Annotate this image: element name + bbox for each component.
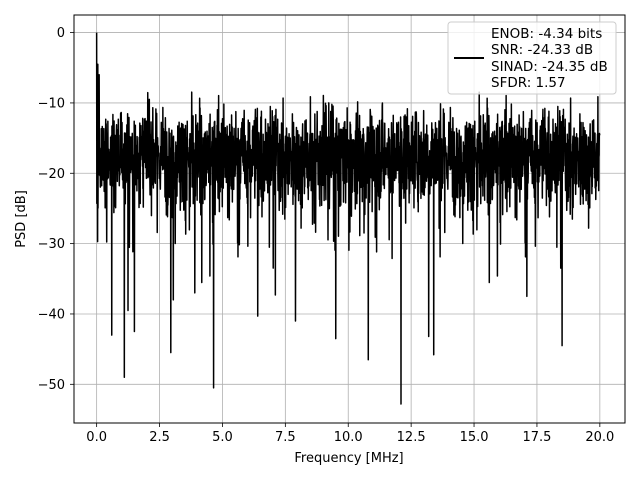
x-tick-label: 12.5 [397,430,426,445]
plot-frame [73,14,626,424]
y-axis-label: PSD [dB] [14,190,29,248]
x-tick-label: 5.0 [212,430,233,445]
psd-trace [95,32,601,405]
y-tick-label: −20 [38,167,65,182]
x-tick-label: 0.0 [86,430,107,445]
x-axis-ticks: 0.0 2.5 5.0 7.5 10.0 12.5 15.0 17.5 20.0 [86,423,614,445]
x-tick-label: 10.0 [334,430,363,445]
legend: ENOB: -4.34 bits SNR: -24.33 dB SINAD: -… [447,21,617,95]
legend-enob: ENOB: -4.34 bits [491,26,602,42]
y-tick-label: −40 [38,307,65,322]
x-tick-label: 15.0 [460,430,489,445]
psd-series-line [95,32,601,405]
y-axis-ticks: 0 −10 −20 −30 −40 −50 [38,26,74,393]
legend-sfdr: SFDR: 1.57 [491,75,566,91]
legend-sinad: SINAD: -24.35 dB [491,59,608,75]
y-tick-label: 0 [57,26,65,41]
legend-snr: SNR: -24.33 dB [491,42,593,58]
x-tick-label: 20.0 [585,430,614,445]
x-tick-label: 17.5 [522,430,551,445]
legend-box [447,21,617,95]
x-tick-label: 7.5 [275,430,296,445]
x-axis-label: Frequency [MHz] [294,451,403,466]
y-tick-label: −30 [38,237,65,252]
x-tick-label: 2.5 [149,430,170,445]
y-tick-label: −50 [38,378,65,393]
y-tick-label: −10 [38,96,65,111]
